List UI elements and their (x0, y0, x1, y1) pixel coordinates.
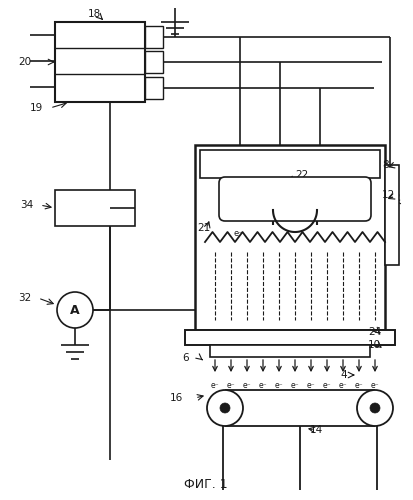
Bar (210, 345, 370, 357)
Text: e⁻: e⁻ (211, 380, 219, 390)
Text: 32: 32 (18, 293, 31, 303)
Text: A: A (70, 304, 80, 316)
FancyBboxPatch shape (219, 177, 371, 221)
Text: e⁻: e⁻ (307, 380, 315, 390)
Circle shape (57, 292, 93, 328)
Text: 34: 34 (20, 200, 33, 210)
Bar (145, 26, 163, 48)
Text: e⁻: e⁻ (371, 380, 379, 390)
Text: e⁻: e⁻ (233, 228, 243, 237)
Text: ФИГ. 1: ФИГ. 1 (184, 478, 228, 492)
Text: 24: 24 (368, 327, 381, 337)
Bar (185, 330, 395, 345)
Text: 8: 8 (382, 160, 389, 170)
Bar (145, 51, 163, 73)
Text: 19: 19 (30, 103, 43, 113)
Text: 22: 22 (295, 170, 308, 180)
Bar (195, 145, 385, 330)
Bar (200, 150, 380, 178)
Text: e⁻: e⁻ (243, 380, 252, 390)
Text: 14: 14 (310, 425, 323, 435)
Bar (145, 77, 163, 99)
Text: 12: 12 (382, 190, 395, 200)
Text: e⁻: e⁻ (339, 380, 347, 390)
Bar (55, 22, 145, 102)
Text: e⁻: e⁻ (275, 380, 283, 390)
Circle shape (357, 390, 393, 426)
Text: 18: 18 (88, 9, 101, 19)
Text: e⁻: e⁻ (355, 380, 363, 390)
Text: e⁻: e⁻ (291, 380, 299, 390)
Text: e⁻: e⁻ (227, 380, 235, 390)
Text: 21: 21 (197, 223, 210, 233)
Circle shape (207, 390, 243, 426)
Text: 10: 10 (368, 340, 381, 350)
Text: 20: 20 (18, 57, 31, 67)
Text: e⁻: e⁻ (323, 380, 331, 390)
Circle shape (370, 403, 380, 413)
Text: 16: 16 (170, 393, 183, 403)
Text: 4: 4 (340, 370, 347, 380)
Bar (55, 190, 135, 226)
Text: 2: 2 (393, 193, 400, 203)
Circle shape (220, 403, 230, 413)
Text: 6: 6 (182, 353, 189, 363)
Bar (385, 165, 399, 265)
Text: e⁻: e⁻ (259, 380, 267, 390)
